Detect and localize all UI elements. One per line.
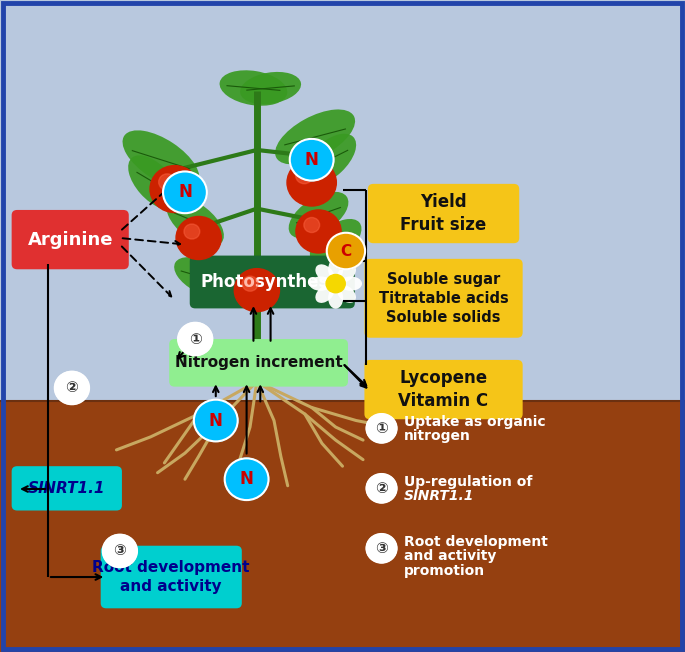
- Text: SlNRT1.1: SlNRT1.1: [28, 481, 105, 496]
- Circle shape: [178, 323, 212, 355]
- Text: ①: ①: [189, 331, 201, 347]
- Circle shape: [103, 535, 137, 567]
- Circle shape: [327, 233, 365, 269]
- Circle shape: [242, 276, 258, 291]
- Circle shape: [296, 168, 313, 184]
- Text: Nitrogen increment: Nitrogen increment: [175, 355, 342, 370]
- Text: nitrogen: nitrogen: [404, 429, 471, 443]
- Ellipse shape: [288, 192, 349, 239]
- Text: SlNRT1.1: SlNRT1.1: [404, 489, 475, 503]
- FancyBboxPatch shape: [169, 339, 348, 387]
- Circle shape: [176, 216, 221, 259]
- Circle shape: [366, 414, 397, 443]
- Circle shape: [163, 171, 207, 213]
- FancyBboxPatch shape: [12, 466, 122, 511]
- Circle shape: [234, 269, 279, 312]
- Ellipse shape: [315, 264, 334, 282]
- Ellipse shape: [220, 70, 287, 106]
- Ellipse shape: [315, 285, 334, 303]
- Text: Root development: Root development: [404, 535, 548, 549]
- Text: ①: ①: [375, 421, 388, 436]
- Text: ③: ③: [114, 543, 126, 559]
- Bar: [0, 0, 685, 401]
- Text: Soluble sugar
Titratable acids
Soluble solids: Soluble sugar Titratable acids Soluble s…: [379, 272, 508, 325]
- Text: and activity: and activity: [404, 549, 497, 563]
- Text: Photosynthesis: Photosynthesis: [200, 273, 345, 291]
- Ellipse shape: [128, 155, 180, 210]
- Text: N: N: [178, 183, 192, 201]
- Circle shape: [159, 174, 176, 190]
- Circle shape: [194, 400, 238, 441]
- Ellipse shape: [310, 219, 362, 263]
- Circle shape: [326, 274, 345, 293]
- Text: Uptake as organic: Uptake as organic: [404, 415, 546, 429]
- Text: Lycopene
Vitamin C: Lycopene Vitamin C: [399, 369, 488, 410]
- Text: N: N: [305, 151, 319, 169]
- Text: Arginine: Arginine: [27, 231, 113, 248]
- Circle shape: [287, 159, 336, 206]
- Ellipse shape: [309, 276, 332, 291]
- Circle shape: [366, 534, 397, 563]
- Text: ②: ②: [375, 481, 388, 496]
- Text: Up-regulation of: Up-regulation of: [404, 475, 532, 489]
- FancyBboxPatch shape: [368, 184, 519, 243]
- Text: C: C: [340, 243, 351, 259]
- Circle shape: [55, 372, 89, 404]
- FancyBboxPatch shape: [364, 360, 523, 419]
- Text: ③: ③: [375, 541, 388, 556]
- FancyBboxPatch shape: [12, 210, 129, 269]
- Text: Root development
and activity: Root development and activity: [92, 560, 250, 594]
- Text: ②: ②: [66, 380, 78, 396]
- Ellipse shape: [337, 285, 356, 303]
- Circle shape: [150, 166, 199, 213]
- Circle shape: [296, 210, 341, 253]
- Ellipse shape: [301, 134, 356, 186]
- Text: promotion: promotion: [404, 563, 485, 578]
- Circle shape: [184, 224, 200, 239]
- Ellipse shape: [328, 259, 343, 280]
- FancyBboxPatch shape: [101, 546, 242, 608]
- Ellipse shape: [166, 197, 224, 246]
- Ellipse shape: [123, 130, 199, 189]
- Bar: [0, 401, 685, 652]
- Ellipse shape: [328, 288, 343, 309]
- Ellipse shape: [240, 72, 301, 104]
- Circle shape: [225, 458, 269, 500]
- Ellipse shape: [340, 276, 362, 291]
- Circle shape: [290, 139, 334, 181]
- Ellipse shape: [337, 264, 356, 282]
- Ellipse shape: [174, 257, 230, 297]
- Text: N: N: [209, 411, 223, 430]
- FancyBboxPatch shape: [190, 256, 355, 308]
- Ellipse shape: [275, 110, 355, 164]
- Text: Yield
Fruit size: Yield Fruit size: [401, 193, 486, 234]
- Circle shape: [366, 474, 397, 503]
- Ellipse shape: [297, 254, 353, 294]
- FancyBboxPatch shape: [364, 259, 523, 338]
- Circle shape: [304, 218, 320, 233]
- Text: N: N: [240, 470, 253, 488]
